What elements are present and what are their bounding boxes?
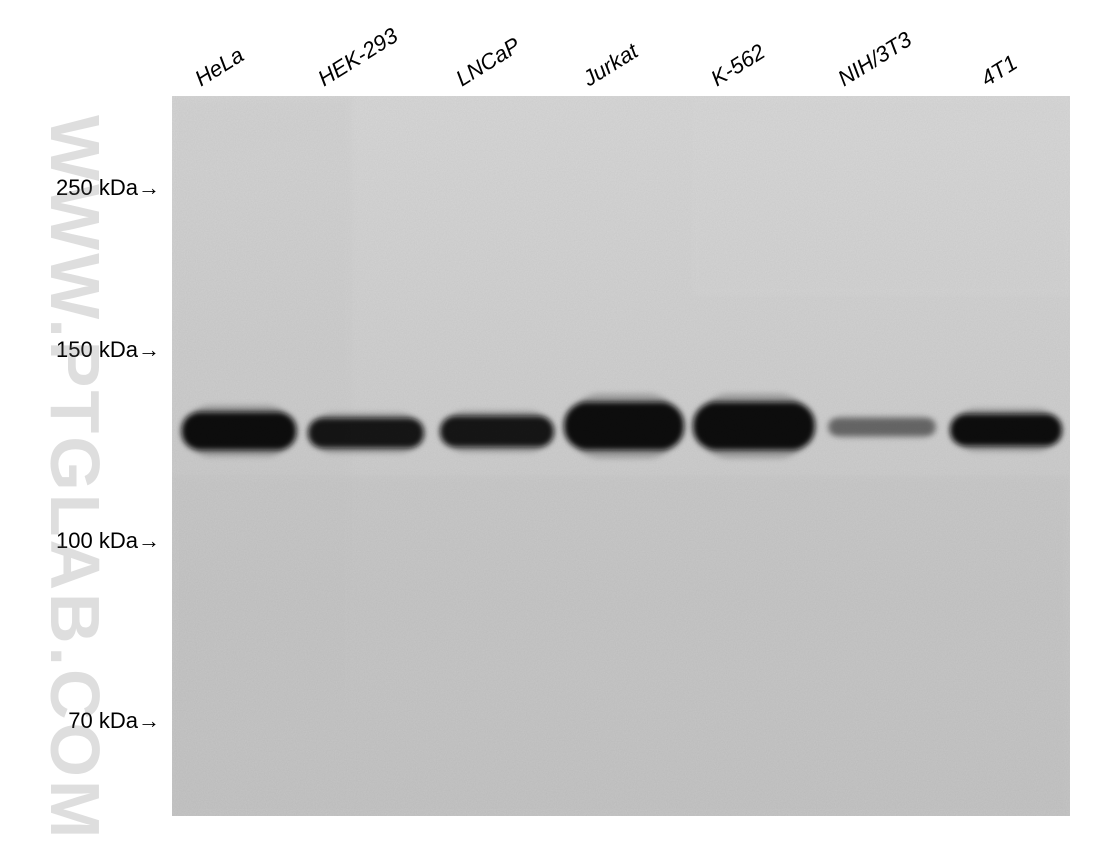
lane-label: K-562	[706, 39, 770, 92]
lane-label: Jurkat	[578, 38, 643, 92]
lane-label: LNCaP	[451, 32, 525, 92]
western-blot-figure: HeLa HEK-293 LNCaP Jurkat K-562 NIH/3T3 4T1 25…	[0, 0, 1100, 850]
lane-label: 4T1	[976, 50, 1022, 92]
blot-image	[172, 96, 1070, 816]
mw-marker-label: 70 kDa→	[0, 708, 160, 734]
mw-marker-label: 250 kDa→	[0, 175, 160, 201]
film-grain	[172, 96, 1070, 816]
lane-label: HEK-293	[313, 23, 402, 92]
lane-label: NIH/3T3	[833, 27, 916, 92]
lane-label: HeLa	[190, 42, 248, 92]
mw-marker-label: 100 kDa→	[0, 528, 160, 554]
mw-marker-label: 150 kDa→	[0, 337, 160, 363]
lane-labels-row: HeLa HEK-293 LNCaP Jurkat K-562 NIH/3T3 4T1	[172, 12, 1070, 92]
